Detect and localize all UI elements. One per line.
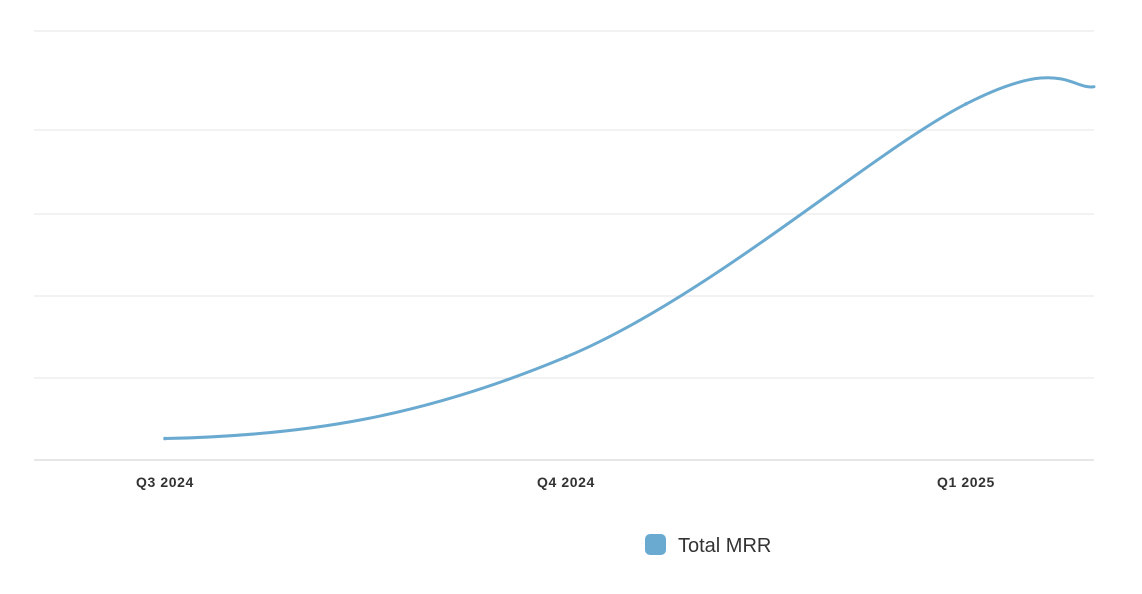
data-point[interactable] [163,436,167,441]
legend-label[interactable]: Total MRR [678,535,771,557]
legend-swatch[interactable] [645,534,666,555]
x-tick-label: Q1 2025 [937,474,995,490]
grid-layer [34,30,1094,461]
data-point[interactable] [564,355,568,359]
x-tick-label: Q3 2024 [136,474,194,490]
series-layer [163,76,1096,441]
x-axis-ticks: Q3 2024 Q4 2024 Q1 2025 [136,474,995,490]
series-line-total-mrr[interactable] [163,76,1096,441]
x-tick-label: Q4 2024 [537,474,595,490]
legend[interactable]: Total MRR [645,534,771,557]
data-point[interactable] [964,102,968,106]
